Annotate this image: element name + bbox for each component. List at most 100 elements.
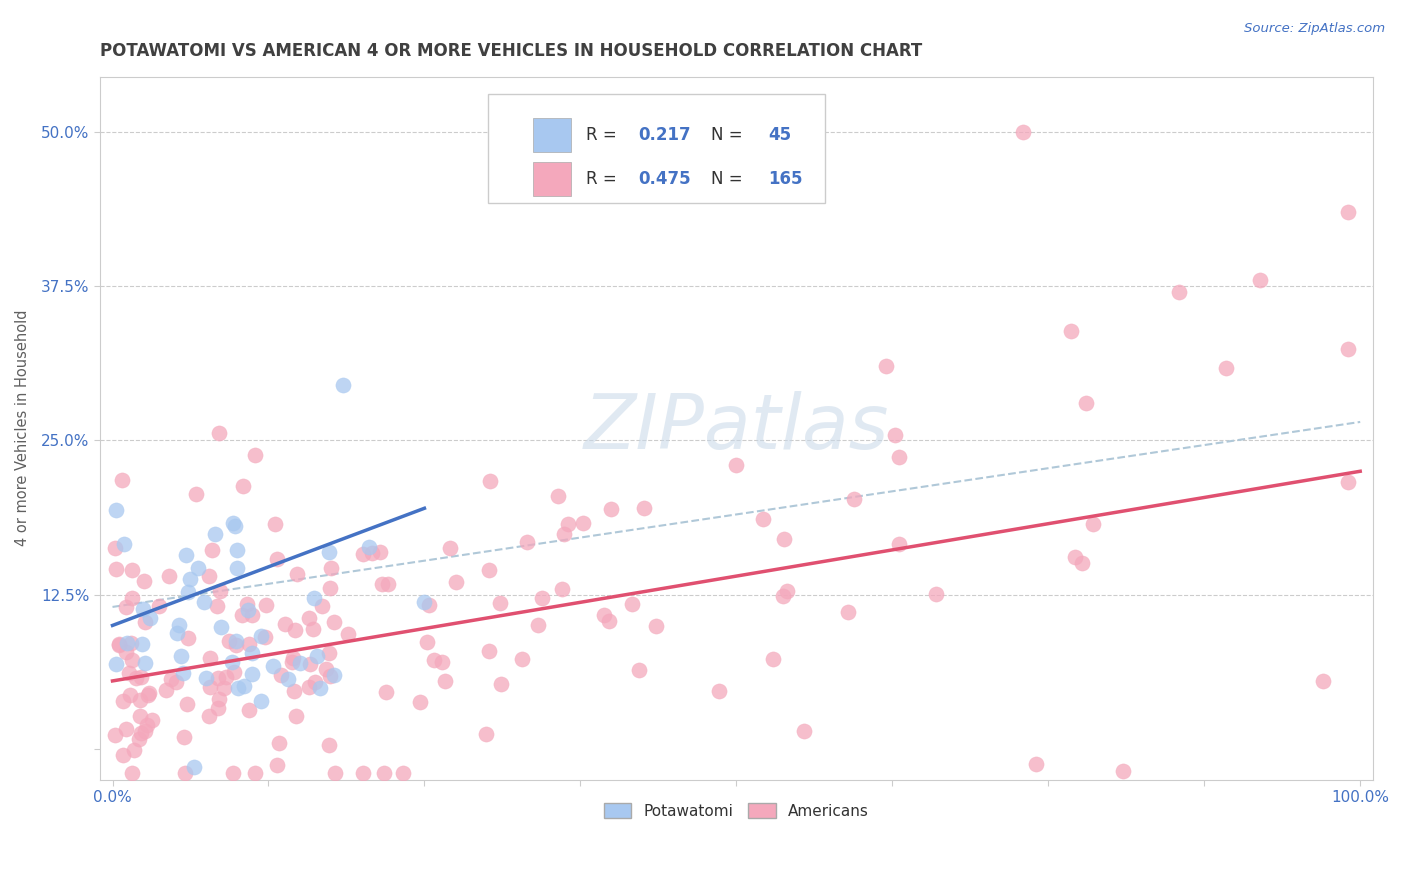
Point bbox=[225, 639, 247, 653]
Point bbox=[177, 632, 200, 646]
Point bbox=[207, 671, 229, 685]
Point bbox=[121, 653, 143, 667]
Point bbox=[183, 760, 205, 774]
Point bbox=[197, 709, 219, 723]
Point bbox=[1081, 517, 1104, 532]
Point bbox=[516, 534, 538, 549]
Point bbox=[1215, 361, 1237, 376]
Point bbox=[198, 680, 221, 694]
Point bbox=[323, 615, 346, 630]
Point bbox=[205, 599, 228, 613]
FancyBboxPatch shape bbox=[533, 162, 571, 196]
Point bbox=[224, 519, 246, 533]
Point bbox=[1025, 756, 1047, 771]
Point bbox=[510, 652, 533, 666]
Point bbox=[285, 566, 308, 581]
Point bbox=[204, 526, 226, 541]
Point bbox=[134, 656, 156, 670]
Point bbox=[370, 576, 392, 591]
Point bbox=[131, 601, 153, 615]
Point bbox=[889, 450, 911, 464]
Point bbox=[201, 542, 224, 557]
Point bbox=[177, 585, 200, 599]
Point bbox=[131, 637, 153, 651]
Point bbox=[368, 544, 391, 558]
Point bbox=[752, 512, 775, 526]
Point bbox=[1063, 550, 1085, 565]
Point bbox=[793, 723, 815, 738]
Point bbox=[707, 683, 730, 698]
Text: R =: R = bbox=[586, 127, 623, 145]
Point bbox=[475, 727, 498, 741]
Point bbox=[207, 692, 229, 706]
Text: 0.217: 0.217 bbox=[638, 127, 690, 145]
Point bbox=[304, 675, 326, 690]
Point bbox=[218, 634, 240, 648]
Point bbox=[174, 548, 197, 562]
Point bbox=[1312, 673, 1334, 688]
Point bbox=[280, 655, 302, 669]
Point bbox=[413, 595, 436, 609]
Text: 45: 45 bbox=[768, 127, 792, 145]
Point bbox=[446, 574, 468, 589]
Point bbox=[557, 517, 579, 532]
Point bbox=[430, 655, 453, 669]
Point bbox=[285, 708, 308, 723]
Point bbox=[148, 599, 170, 614]
Point bbox=[315, 662, 337, 676]
Point bbox=[139, 611, 162, 625]
Point bbox=[547, 490, 569, 504]
Point bbox=[844, 492, 866, 507]
Point bbox=[215, 669, 238, 683]
Point bbox=[1060, 324, 1083, 338]
Point bbox=[418, 598, 440, 612]
Point bbox=[598, 615, 620, 629]
Point bbox=[174, 766, 197, 780]
Point bbox=[200, 651, 222, 665]
Point bbox=[323, 668, 346, 682]
Point bbox=[298, 657, 321, 672]
Point bbox=[553, 526, 575, 541]
Point bbox=[253, 630, 276, 644]
Point bbox=[225, 634, 247, 648]
Point bbox=[233, 679, 256, 693]
Point bbox=[776, 583, 799, 598]
Point bbox=[551, 582, 574, 597]
Point bbox=[762, 652, 785, 666]
Point bbox=[243, 766, 266, 780]
Point bbox=[1012, 125, 1035, 139]
Point bbox=[875, 359, 897, 374]
Point bbox=[121, 766, 143, 780]
Point bbox=[266, 552, 288, 566]
Point bbox=[478, 563, 501, 577]
Point bbox=[121, 591, 143, 605]
Point bbox=[325, 766, 347, 780]
Point bbox=[277, 672, 299, 686]
Point bbox=[305, 649, 328, 664]
Point bbox=[628, 663, 651, 677]
Point bbox=[236, 597, 259, 611]
Point bbox=[193, 595, 215, 609]
Point bbox=[121, 563, 143, 577]
Point bbox=[117, 636, 139, 650]
Legend: Potawatomi, Americans: Potawatomi, Americans bbox=[598, 797, 875, 825]
Point bbox=[112, 537, 135, 551]
Point bbox=[240, 667, 263, 681]
Point bbox=[224, 665, 246, 679]
Point bbox=[187, 560, 209, 574]
Point bbox=[644, 619, 666, 633]
Point bbox=[167, 618, 190, 632]
Point bbox=[433, 673, 456, 688]
Point bbox=[128, 708, 150, 723]
Point bbox=[1337, 205, 1360, 219]
Text: Source: ZipAtlas.com: Source: ZipAtlas.com bbox=[1244, 22, 1385, 36]
Point bbox=[423, 653, 446, 667]
Point bbox=[207, 425, 229, 440]
Point bbox=[318, 544, 340, 558]
Point bbox=[170, 648, 193, 663]
Point bbox=[207, 701, 229, 715]
Point bbox=[166, 625, 188, 640]
Point bbox=[226, 561, 249, 575]
Point bbox=[214, 681, 236, 695]
Point bbox=[128, 732, 150, 747]
